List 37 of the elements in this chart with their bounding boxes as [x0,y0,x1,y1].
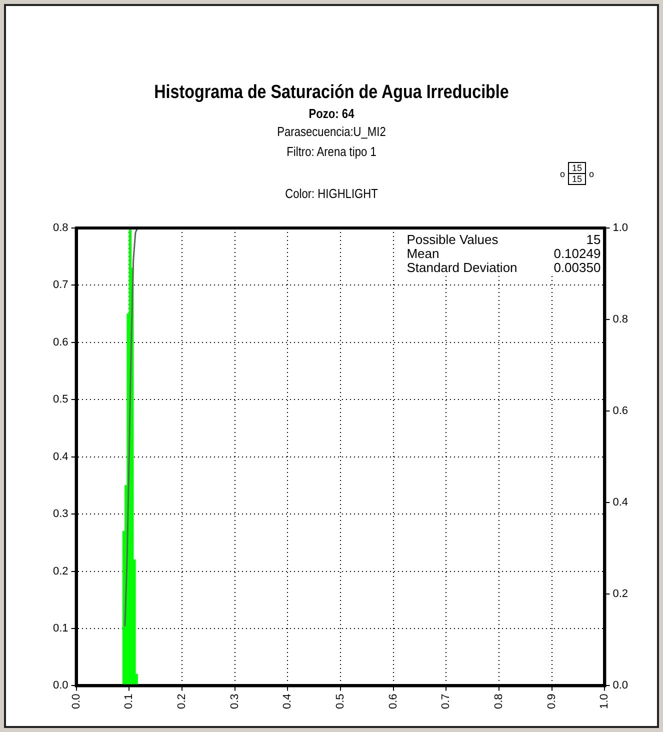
y-tick-label: 0.4 [52,450,68,463]
y-tick-label: 0.1 [52,622,68,635]
x-tick-label: 0.6 [387,694,400,710]
x-tick-label: 0.8 [493,694,506,710]
y-tick-label: 0.6 [52,336,68,348]
y2-tick-label: 0.4 [612,496,628,509]
x-tick-label: 0.9 [546,694,558,710]
annotation: Mean [406,246,440,262]
y2-tick-label: 0.8 [612,314,628,326]
x-tick-label: 0.0 [70,694,82,710]
chart-subtitle: Pozo: 64 [308,106,356,121]
text: Filtro: Arena tipo 1 [286,144,378,159]
annotation: 15 [586,232,601,248]
y2-tick-label: 0.6 [612,405,628,418]
y2-tick-label: 0.0 [612,680,628,692]
x-tick-label: 0.5 [334,694,347,710]
y-tick-label: 0.7 [52,279,68,292]
text: Color: HIGHLIGHT [284,186,379,201]
y-tick-label: 0.3 [52,508,68,520]
y2-tick-label: 1.0 [612,222,628,234]
annotation: 0.10249 [554,246,601,262]
x-tick-label: 0.4 [282,694,294,710]
x-tick-label: 1.0 [598,694,611,710]
x-tick-label: 0.1 [123,694,136,710]
chart-title: Histograma de Saturación de Agua Irreducible [153,82,510,104]
y2-tick-label: 0.2 [612,588,628,600]
x-tick-label: 0.3 [228,694,241,710]
y-tick-label: 0.2 [52,565,68,578]
annotation: 0.00350 [554,260,601,276]
annotation: Standard Deviation [406,260,518,276]
annotation: Possible Values [406,232,499,248]
y-tick-label: 0.0 [52,680,68,692]
x-tick-label: 0.7 [440,694,452,710]
text: Parasecuencia:U_MI2 [276,124,387,139]
x-tick-label: 0.2 [176,694,188,710]
y-tick-label: 0.5 [52,394,68,406]
y-tick-label: 0.8 [52,222,68,234]
